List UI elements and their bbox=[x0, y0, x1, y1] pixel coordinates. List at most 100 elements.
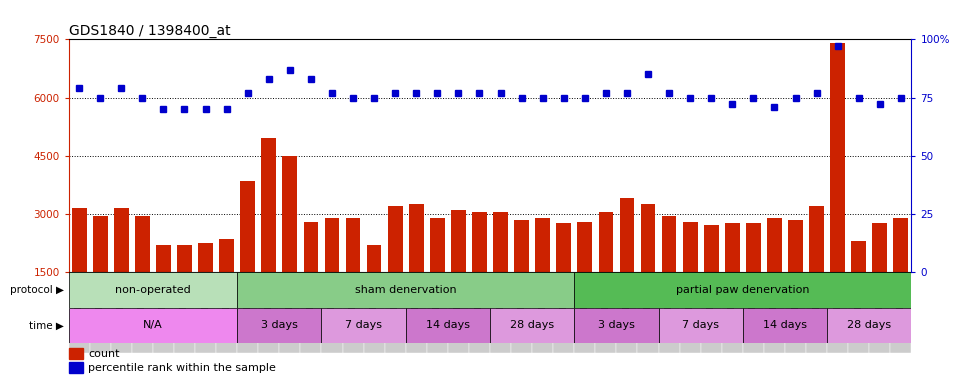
Bar bbox=[451, 210, 465, 330]
Bar bbox=[683, 222, 698, 330]
Bar bbox=[532, 272, 554, 353]
Bar bbox=[849, 272, 869, 353]
Text: N/A: N/A bbox=[143, 320, 163, 330]
Bar bbox=[177, 245, 192, 330]
Bar bbox=[599, 212, 613, 330]
Bar bbox=[282, 156, 297, 330]
Bar bbox=[406, 308, 490, 343]
Bar bbox=[174, 272, 195, 353]
Text: 7 days: 7 days bbox=[345, 320, 382, 330]
Bar bbox=[198, 243, 213, 330]
Bar bbox=[111, 272, 131, 353]
Bar bbox=[321, 272, 343, 353]
Bar bbox=[659, 272, 680, 353]
Bar bbox=[701, 272, 722, 353]
Text: 7 days: 7 days bbox=[682, 320, 719, 330]
Text: 28 days: 28 days bbox=[847, 320, 892, 330]
Bar bbox=[662, 216, 676, 330]
Text: partial paw denervation: partial paw denervation bbox=[676, 285, 809, 295]
Bar bbox=[364, 272, 384, 353]
Bar bbox=[259, 272, 279, 353]
Bar bbox=[69, 348, 83, 359]
Bar bbox=[827, 308, 911, 343]
Bar bbox=[490, 272, 512, 353]
Text: 14 days: 14 days bbox=[763, 320, 807, 330]
Bar bbox=[324, 217, 339, 330]
Bar bbox=[131, 272, 153, 353]
Bar bbox=[69, 308, 237, 343]
Bar bbox=[427, 272, 448, 353]
Bar bbox=[512, 272, 532, 353]
Bar bbox=[891, 272, 911, 353]
Bar bbox=[135, 216, 150, 330]
Text: 14 days: 14 days bbox=[426, 320, 469, 330]
Bar bbox=[743, 308, 827, 343]
Bar bbox=[93, 216, 108, 330]
Bar bbox=[577, 222, 592, 330]
Bar bbox=[321, 308, 406, 343]
Bar bbox=[806, 272, 827, 353]
Bar bbox=[153, 272, 174, 353]
Bar bbox=[704, 225, 718, 330]
Bar bbox=[409, 204, 423, 330]
Bar bbox=[830, 43, 845, 330]
Text: GDS1840 / 1398400_at: GDS1840 / 1398400_at bbox=[69, 24, 230, 38]
Bar bbox=[69, 272, 90, 353]
Bar bbox=[430, 217, 445, 330]
Bar bbox=[616, 272, 638, 353]
Bar bbox=[743, 272, 764, 353]
Bar bbox=[468, 272, 490, 353]
Bar bbox=[619, 198, 634, 330]
Bar bbox=[388, 206, 403, 330]
Bar bbox=[72, 208, 86, 330]
Text: count: count bbox=[88, 349, 120, 358]
Bar bbox=[535, 217, 550, 330]
Bar bbox=[69, 272, 237, 308]
Bar bbox=[680, 272, 701, 353]
Bar bbox=[557, 224, 571, 330]
Bar bbox=[574, 308, 659, 343]
Bar bbox=[237, 272, 259, 353]
Bar bbox=[827, 272, 849, 353]
Bar bbox=[472, 212, 487, 330]
Bar bbox=[596, 272, 616, 353]
Bar bbox=[869, 272, 891, 353]
Text: time ▶: time ▶ bbox=[28, 320, 64, 330]
Text: protocol ▶: protocol ▶ bbox=[10, 285, 64, 295]
Bar bbox=[220, 239, 234, 330]
Bar bbox=[490, 308, 574, 343]
Bar bbox=[894, 217, 908, 330]
Bar bbox=[764, 272, 785, 353]
Bar bbox=[554, 272, 574, 353]
Bar bbox=[240, 181, 255, 330]
Bar bbox=[659, 308, 743, 343]
Bar bbox=[301, 272, 321, 353]
Bar bbox=[346, 217, 361, 330]
Bar bbox=[156, 245, 171, 330]
Bar bbox=[767, 217, 782, 330]
Bar bbox=[69, 362, 83, 374]
Bar bbox=[721, 272, 743, 353]
Bar bbox=[746, 224, 760, 330]
Bar bbox=[448, 272, 468, 353]
Bar bbox=[384, 272, 406, 353]
Text: 28 days: 28 days bbox=[510, 320, 555, 330]
Text: 3 days: 3 days bbox=[261, 320, 298, 330]
Bar bbox=[406, 272, 426, 353]
Bar bbox=[237, 308, 321, 343]
Text: percentile rank within the sample: percentile rank within the sample bbox=[88, 363, 276, 373]
Bar bbox=[216, 272, 237, 353]
Bar bbox=[304, 222, 318, 330]
Bar bbox=[574, 272, 596, 353]
Bar bbox=[279, 272, 301, 353]
Bar bbox=[514, 220, 529, 330]
Text: 3 days: 3 days bbox=[598, 320, 635, 330]
Bar bbox=[788, 220, 803, 330]
Text: non-operated: non-operated bbox=[115, 285, 191, 295]
Bar bbox=[872, 224, 887, 330]
Bar bbox=[343, 272, 364, 353]
Bar bbox=[725, 224, 740, 330]
Bar bbox=[852, 241, 866, 330]
Bar bbox=[785, 272, 807, 353]
Bar bbox=[262, 138, 276, 330]
